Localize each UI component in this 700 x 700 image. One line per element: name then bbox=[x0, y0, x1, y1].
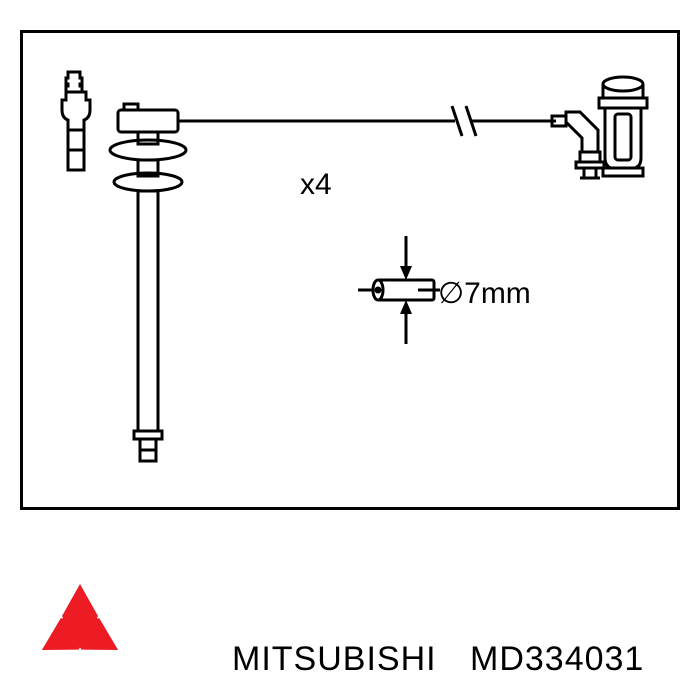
boot-right-icon bbox=[599, 77, 647, 176]
brand-text: MITSUBISHI bbox=[232, 640, 437, 679]
spark-plug-boot-icon bbox=[110, 104, 190, 461]
angled-connector-icon bbox=[552, 112, 604, 178]
diagram-svg bbox=[0, 0, 700, 700]
diameter-detail bbox=[358, 236, 440, 344]
boot-left-icon bbox=[62, 72, 90, 170]
diameter-label: ∅7mm bbox=[438, 276, 531, 311]
quantity-label: x4 bbox=[300, 168, 332, 202]
mitsubishi-logo bbox=[33, 584, 127, 666]
part-number: MD334031 bbox=[470, 640, 644, 679]
cable-line bbox=[190, 106, 556, 136]
